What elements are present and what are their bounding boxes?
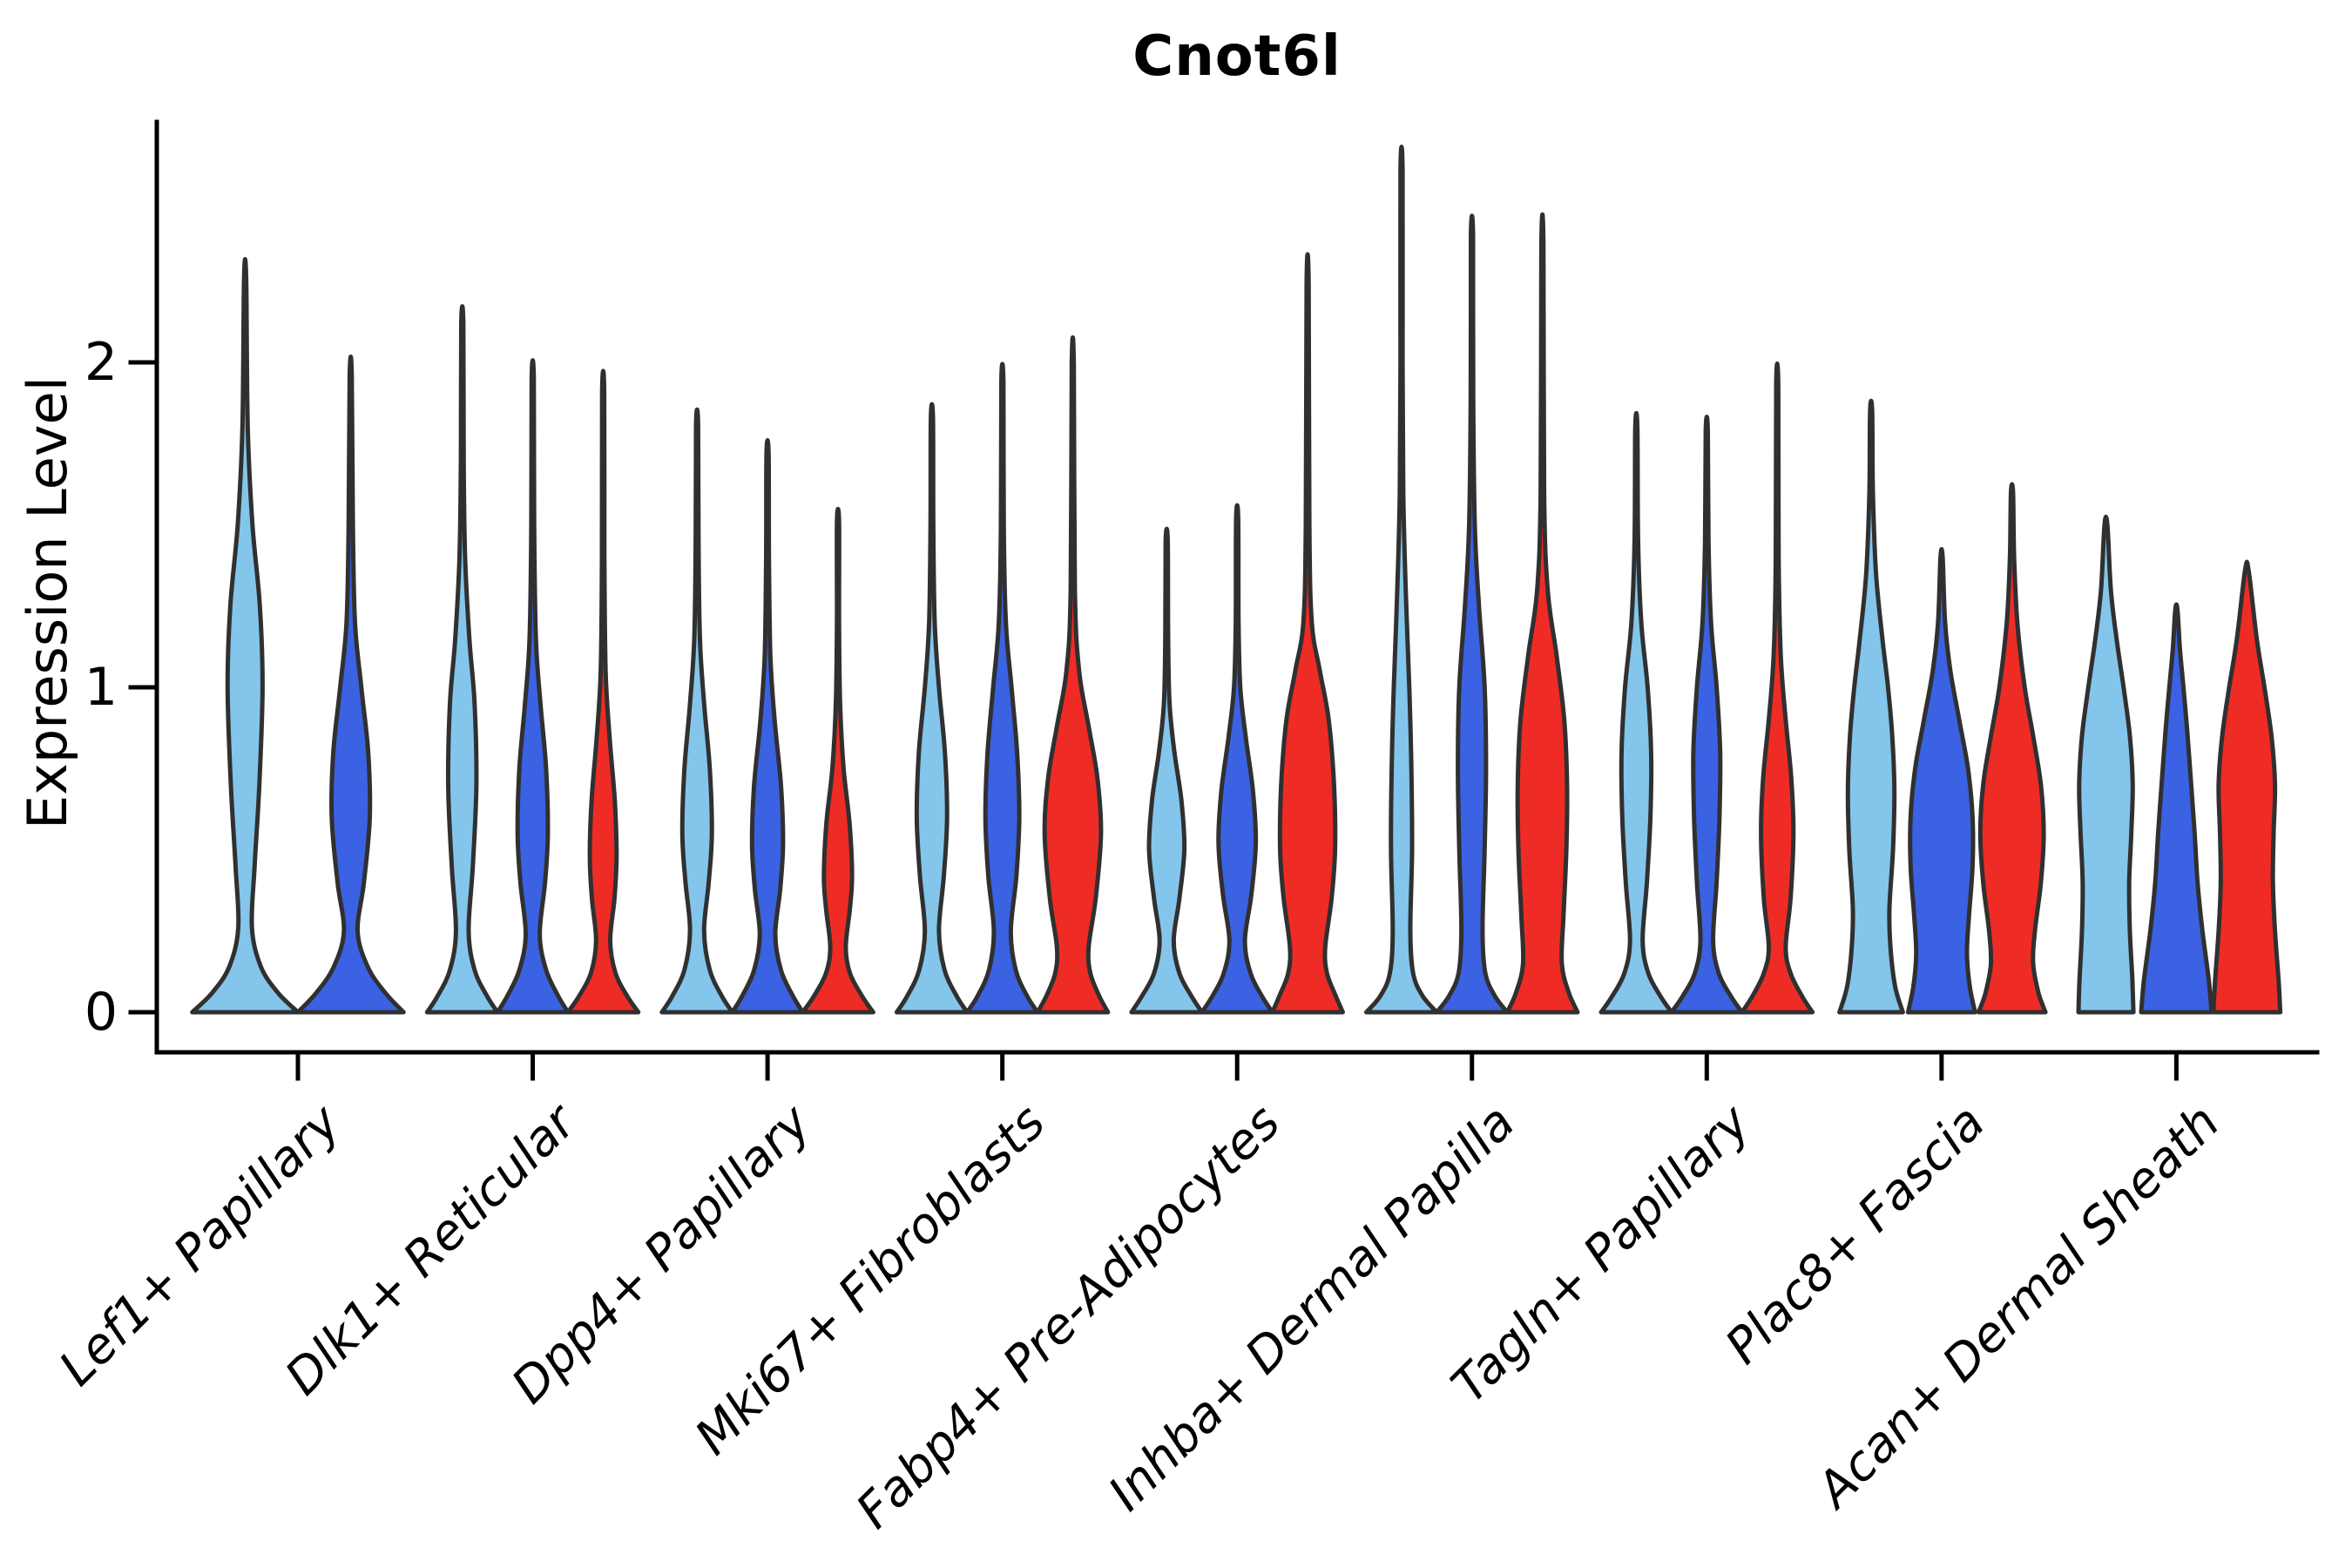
violin-fabp4-pre-adipocytes-light-blue [1129, 526, 1205, 1015]
violin-acan-dermal-sheath-red [2211, 559, 2283, 1015]
violin-plac8-fascia-red [1976, 482, 2048, 1015]
y-tick-label: 2 [84, 332, 118, 393]
violin-fabp4-pre-adipocytes-dark-blue [1200, 503, 1275, 1015]
violin-dpp4-papillary-light-blue [659, 407, 735, 1015]
y-tick-label: 1 [84, 657, 118, 718]
violin-plac8-fascia-dark-blue [1905, 547, 1977, 1015]
violin-tagln-papillary-light-blue [1598, 410, 1674, 1015]
violin-lef1-papillary-light-blue [190, 257, 301, 1015]
violin-acan-dermal-sheath-dark-blue [2139, 602, 2214, 1015]
violin-fabp4-pre-adipocytes-red [1270, 252, 1345, 1015]
violin-tagln-papillary-red [1740, 362, 1815, 1015]
plot-title: Cnot6l [1132, 24, 1342, 89]
violin-dlk1-reticular-dark-blue [495, 358, 571, 1015]
violin-mki67-fibroblasts-red [1035, 335, 1111, 1015]
violin-dpp4-papillary-red [801, 506, 875, 1015]
violin-mki67-fibroblasts-light-blue [894, 402, 970, 1015]
violin-dlk1-reticular-light-blue [424, 304, 500, 1015]
violin-lef1-papillary-dark-blue [295, 354, 406, 1015]
violin-plac8-fascia-light-blue [1837, 398, 1905, 1015]
violin-tagln-papillary-dark-blue [1669, 414, 1745, 1015]
violin-inhba-dermal-papilla-dark-blue [1434, 213, 1510, 1015]
violin-inhba-dermal-papilla-red [1504, 212, 1580, 1015]
violin-dpp4-papillary-dark-blue [730, 437, 805, 1015]
violin-dlk1-reticular-red [565, 368, 641, 1015]
violin-acan-dermal-sheath-light-blue [2076, 514, 2136, 1015]
violin-mki67-fibroblasts-dark-blue [964, 362, 1040, 1015]
y-tick-label: 0 [84, 982, 118, 1043]
violin-inhba-dermal-papilla-light-blue [1364, 145, 1439, 1015]
